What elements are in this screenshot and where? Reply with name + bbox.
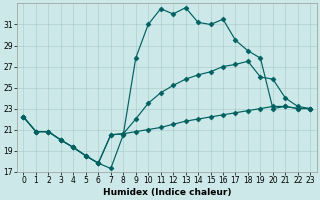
X-axis label: Humidex (Indice chaleur): Humidex (Indice chaleur) <box>103 188 231 197</box>
